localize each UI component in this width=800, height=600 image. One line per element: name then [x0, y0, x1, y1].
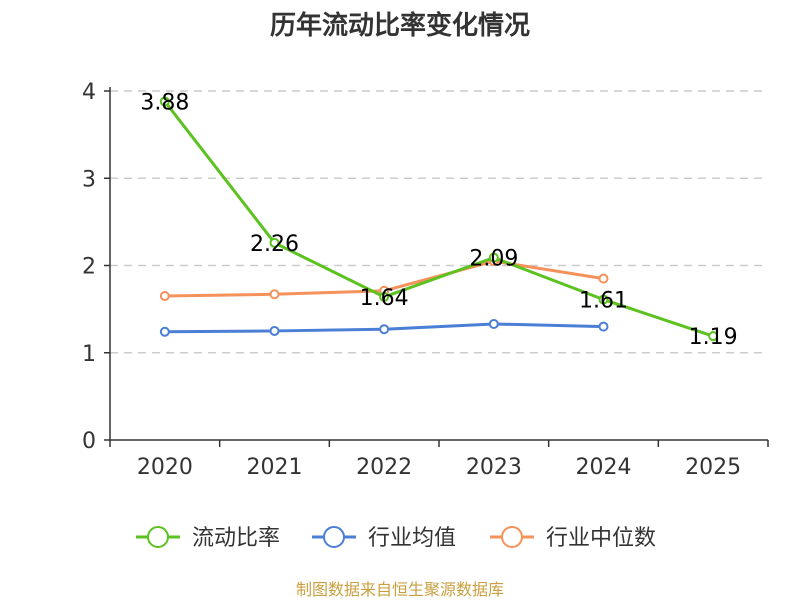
x-tick-label: 2025	[685, 455, 741, 480]
y-tick-label: 1	[82, 342, 96, 367]
legend-label: 行业均值	[368, 526, 456, 551]
x-tick-label: 2020	[137, 455, 193, 480]
series-point	[379, 291, 390, 302]
legend-marker	[147, 526, 169, 548]
series-point	[598, 273, 609, 284]
series-point	[598, 294, 609, 305]
y-tick-label: 0	[82, 429, 96, 454]
series-point	[708, 331, 719, 342]
data-label: 1.64	[360, 286, 409, 311]
series-point	[488, 252, 499, 263]
series-group	[159, 96, 719, 342]
x-tick-label: 2022	[356, 455, 412, 480]
series-point	[269, 289, 280, 300]
series-point	[269, 237, 280, 248]
legend-label: 流动比率	[192, 526, 280, 551]
series-point	[598, 321, 609, 332]
y-tick-label: 2	[82, 255, 96, 280]
data-label: 1.61	[579, 289, 628, 314]
legend-marker	[323, 526, 345, 548]
series-point	[159, 291, 170, 302]
data-labels: 3.88 2.26 1.64 2.09 1.61 1.19	[140, 90, 737, 350]
y-tick-label: 3	[82, 167, 96, 192]
y-tick-label: 4	[82, 80, 96, 105]
data-label: 2.26	[250, 232, 299, 257]
series-point	[269, 325, 280, 336]
chart-title: 历年流动比率变化情况	[270, 10, 530, 41]
series-point	[159, 326, 170, 337]
x-axis-ticks: 2020 2021 2022 2023 2024 2025	[109, 440, 769, 480]
data-label: 1.19	[689, 325, 738, 350]
series-point	[488, 318, 499, 329]
grid-lines	[110, 90, 768, 354]
series-point	[159, 96, 170, 107]
x-tick-label: 2023	[466, 455, 522, 480]
x-tick-label: 2021	[247, 455, 303, 480]
series-line	[163, 100, 714, 338]
series-point	[379, 324, 390, 335]
source-note: 制图数据来自恒生聚源数据库	[296, 580, 504, 599]
data-label: 2.09	[469, 247, 518, 272]
legend: 流动比率 行业均值 行业中位数	[136, 526, 656, 551]
legend-marker	[501, 526, 523, 548]
axes	[109, 87, 768, 441]
y-axis-ticks: 0 1 2 3 4	[82, 80, 110, 454]
x-tick-label: 2024	[576, 455, 632, 480]
data-label: 3.88	[140, 90, 189, 115]
legend-label: 行业中位数	[546, 526, 656, 551]
